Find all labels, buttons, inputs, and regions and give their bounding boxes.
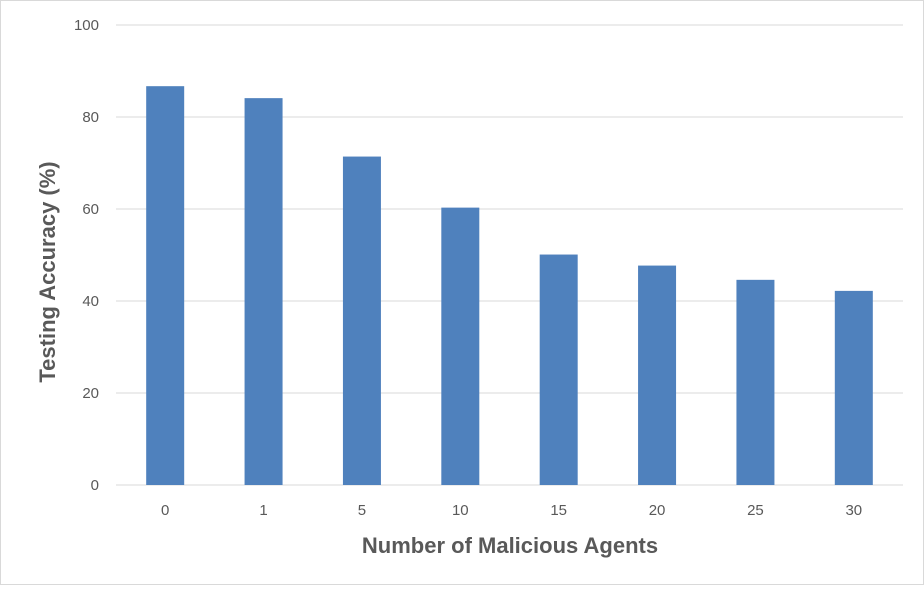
y-tick-labels: 0 20 40 60 80 100 [74, 17, 99, 494]
bar-15 [539, 254, 578, 485]
bar-5 [342, 156, 381, 485]
y-tick-label: 60 [82, 201, 99, 218]
x-axis-title: Number of Malicious Agents [362, 533, 658, 558]
x-tick-labels: 0 1 5 10 15 20 25 30 [161, 502, 862, 519]
y-tick-label: 20 [82, 385, 99, 402]
gridlines [116, 24, 903, 486]
y-tick-label: 0 [91, 477, 99, 494]
bar-1 [244, 98, 283, 485]
x-tick-label: 1 [259, 502, 267, 519]
x-tick-label: 15 [550, 502, 567, 519]
y-tick-label: 100 [74, 17, 99, 34]
bar-20 [638, 265, 677, 485]
x-tick-label: 30 [845, 502, 862, 519]
y-tick-label: 40 [82, 293, 99, 310]
bar-30 [834, 290, 873, 485]
x-tick-label: 0 [161, 502, 169, 519]
y-axis-title: Testing Accuracy (%) [35, 161, 60, 382]
bar-0 [146, 86, 185, 486]
x-tick-label: 20 [649, 502, 666, 519]
bar-10 [441, 207, 480, 485]
x-tick-label: 10 [452, 502, 469, 519]
x-tick-label: 5 [358, 502, 366, 519]
y-tick-label: 80 [82, 109, 99, 126]
bars [146, 86, 873, 486]
bar-25 [736, 279, 775, 485]
x-tick-label: 25 [747, 502, 764, 519]
